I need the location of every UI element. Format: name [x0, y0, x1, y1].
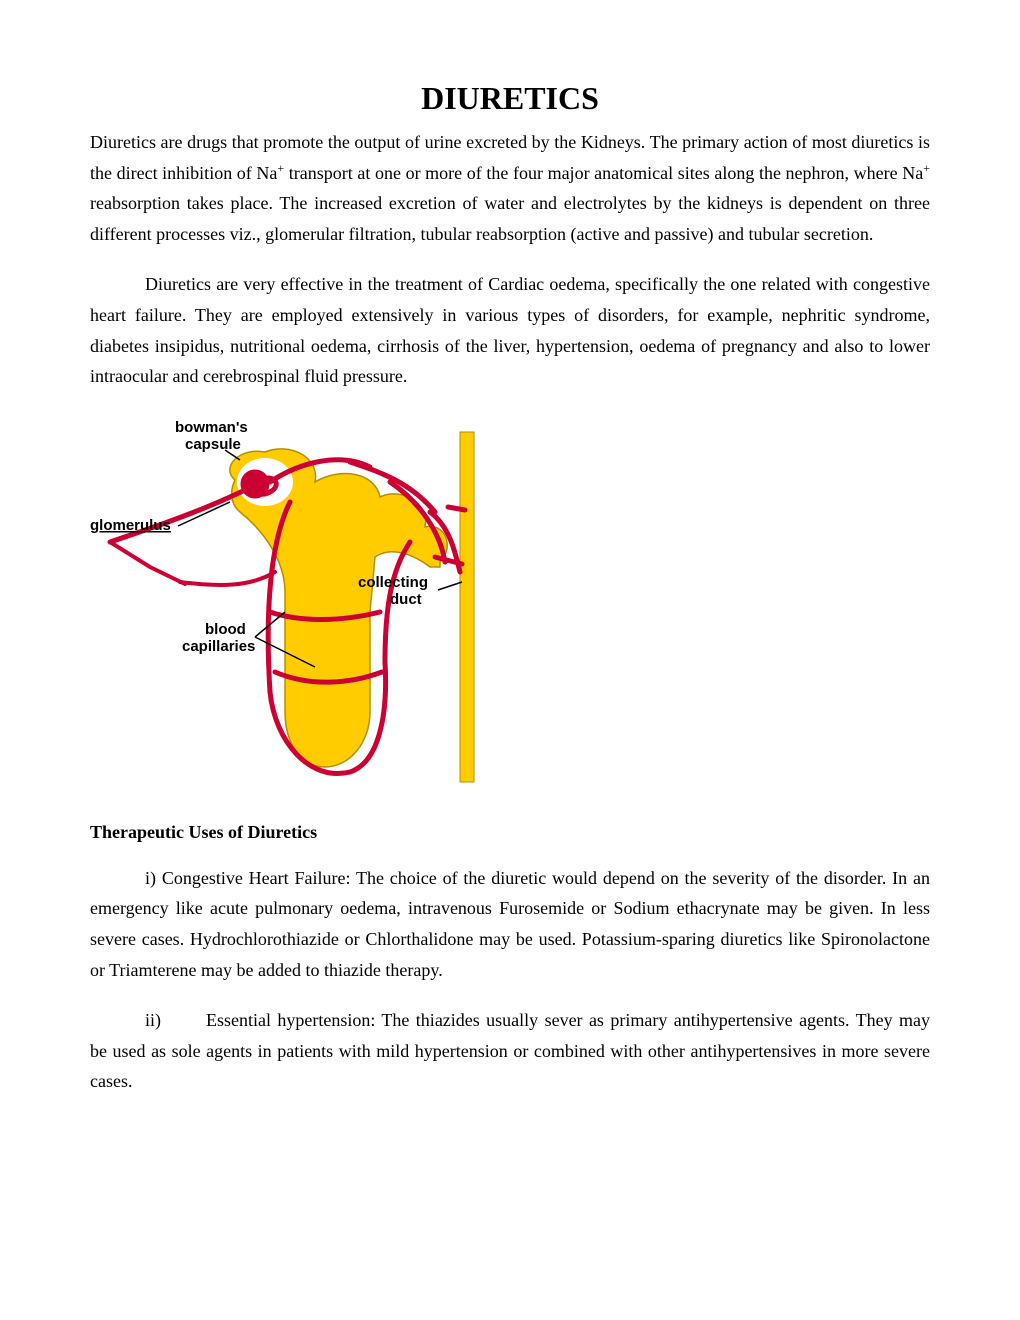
- therapeutic-item-1: i) Congestive Heart Failure: The choice …: [90, 863, 930, 985]
- label-collecting-2: duct: [390, 591, 422, 608]
- intro-paragraph-2: Diuretics are very effective in the trea…: [90, 269, 930, 391]
- collecting-duct-shape: [460, 432, 474, 782]
- label-blood-1: blood: [205, 621, 246, 638]
- label-collecting-1: collecting: [358, 574, 428, 591]
- item1-prefix: i) Congestive Heart Failure:: [145, 868, 356, 888]
- label-blood-2: capillaries: [182, 638, 255, 655]
- superscript-2: +: [923, 161, 930, 175]
- item2-body: Essential hypertension: The thiazides us…: [90, 1010, 930, 1091]
- therapeutic-subheading: Therapeutic Uses of Diuretics: [90, 822, 930, 843]
- label-glomerulus: glomerulus: [90, 517, 171, 534]
- item2-prefix: ii): [145, 1010, 161, 1030]
- p2-text: Diuretics are very effective in the trea…: [90, 274, 930, 386]
- therapeutic-item-2: ii)Essential hypertension: The thiazides…: [90, 1005, 930, 1097]
- label-bowmans-2: capsule: [185, 436, 241, 453]
- p1-part2: transport at one or more of the four maj…: [284, 163, 923, 183]
- label-bowmans-1: bowman's: [175, 419, 248, 436]
- page-title: DIURETICS: [90, 80, 930, 117]
- nephron-diagram: bowman's capsule glomerulus collecting d…: [90, 412, 930, 807]
- intro-paragraph-1: Diuretics are drugs that promote the out…: [90, 127, 930, 249]
- p1-part3: reabsorption takes place. The increased …: [90, 193, 930, 244]
